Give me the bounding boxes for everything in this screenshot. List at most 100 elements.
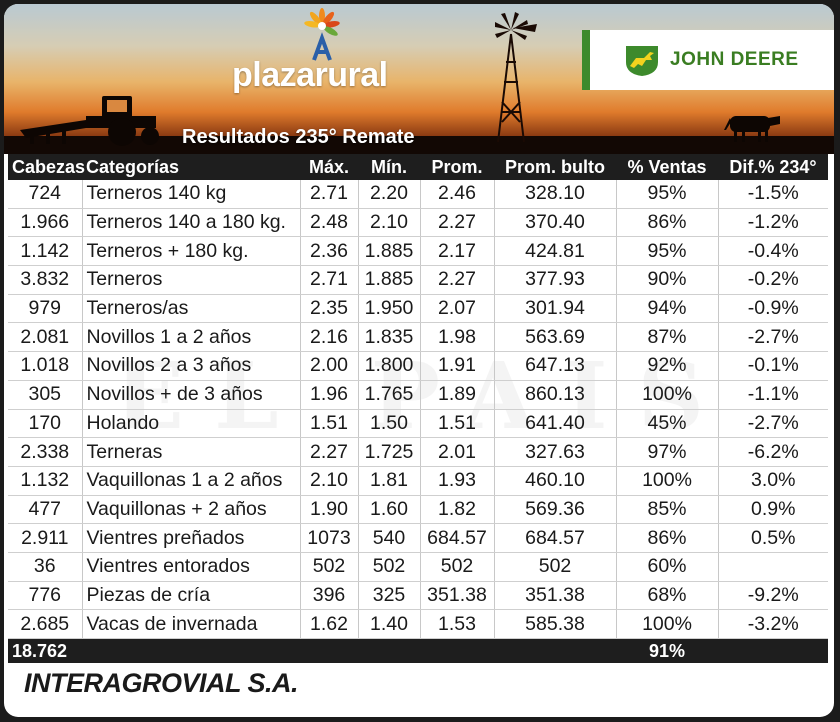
cell-categoria: Terneros + 180 kg. bbox=[82, 236, 301, 267]
cell-categoria: Holando bbox=[82, 409, 301, 439]
cell-prom: 2.27 bbox=[420, 208, 495, 238]
cell-prom: 2.07 bbox=[420, 294, 495, 324]
cell-prom-bulto: 370.40 bbox=[494, 208, 617, 238]
cell-categoria: Terneros 140 a 180 kg. bbox=[82, 208, 301, 238]
cell-cabezas: 305 bbox=[8, 380, 83, 410]
cell-prom: 1.93 bbox=[420, 466, 495, 496]
cell-dif: 0.5% bbox=[718, 523, 828, 553]
total-row: 18.762 91% bbox=[8, 638, 828, 663]
cell-dif: -3.2% bbox=[718, 609, 828, 639]
cell-dif: -9.2% bbox=[718, 581, 828, 611]
cell-cabezas: 1.142 bbox=[8, 236, 83, 267]
brand-logo-text: plazarural bbox=[232, 56, 388, 94]
cell-ventas: 100% bbox=[616, 466, 719, 496]
cell-prom: 2.27 bbox=[420, 265, 495, 295]
total-empty-cell bbox=[420, 638, 494, 663]
cell-prom-bulto: 647.13 bbox=[494, 351, 617, 381]
header-banner: plazarural bbox=[4, 4, 834, 154]
cell-ventas: 60% bbox=[616, 552, 719, 582]
cell-max: 2.16 bbox=[300, 322, 359, 353]
cell-max: 396 bbox=[300, 581, 359, 611]
total-empty-cell bbox=[300, 638, 358, 663]
cell-ventas: 100% bbox=[616, 609, 719, 639]
cell-ventas: 95% bbox=[616, 180, 719, 209]
total-empty-cell bbox=[494, 638, 616, 663]
cell-ventas: 85% bbox=[616, 495, 719, 525]
total-cabezas: 18.762 bbox=[8, 638, 82, 663]
table-row: 979 Terneros/as 2.35 1.950 2.07 301.94 94% -0.9… bbox=[8, 294, 828, 324]
cell-cabezas: 2.911 bbox=[8, 523, 83, 553]
cell-dif: 0.9% bbox=[718, 495, 828, 525]
cell-cabezas: 776 bbox=[8, 581, 83, 611]
cell-ventas: 95% bbox=[616, 236, 719, 267]
cell-min: 1.885 bbox=[358, 265, 421, 295]
ground-silhouette bbox=[4, 136, 834, 154]
total-ventas: 91% bbox=[616, 638, 718, 663]
cell-max: 1.90 bbox=[300, 495, 359, 525]
cell-cabezas: 1.132 bbox=[8, 466, 83, 496]
cell-cabezas: 36 bbox=[8, 552, 83, 582]
cell-prom: 2.46 bbox=[420, 180, 495, 209]
cell-cabezas: 170 bbox=[8, 409, 83, 439]
cell-max: 1.51 bbox=[300, 409, 359, 439]
cell-dif: -0.1% bbox=[718, 351, 828, 381]
cell-prom-bulto: 684.57 bbox=[494, 523, 617, 553]
cell-prom: 1.98 bbox=[420, 322, 495, 353]
table-row: 1.966 Terneros 140 a 180 kg. 2.48 2.10 2.27 3… bbox=[8, 208, 828, 238]
table-row: 1.132 Vaquillonas 1 a 2 años 2.10 1.81 1.93 4… bbox=[8, 466, 828, 496]
col-header-dif: Dif.% 234° bbox=[718, 154, 828, 180]
cell-prom: 1.51 bbox=[420, 409, 495, 439]
cell-categoria: Terneros bbox=[82, 265, 301, 295]
table-row: 36 Vientres entorados 502 502 502 502 60% bbox=[8, 552, 828, 582]
cell-max: 2.36 bbox=[300, 236, 359, 267]
col-header-max: Máx. bbox=[300, 154, 358, 180]
tractor-icon bbox=[20, 96, 159, 146]
cell-dif: -6.2% bbox=[718, 437, 828, 467]
cell-ventas: 90% bbox=[616, 265, 719, 295]
table-row: 1.142 Terneros + 180 kg. 2.36 1.885 2.17 424.… bbox=[8, 236, 828, 267]
cell-prom-bulto: 860.13 bbox=[494, 380, 617, 410]
cell-max: 2.71 bbox=[300, 180, 359, 209]
cell-max: 2.00 bbox=[300, 351, 359, 381]
cell-max: 2.71 bbox=[300, 265, 359, 295]
cell-prom: 1.91 bbox=[420, 351, 495, 381]
cell-categoria: Novillos 1 a 2 años bbox=[82, 322, 301, 353]
john-deere-deer-icon bbox=[626, 46, 658, 76]
cell-categoria: Terneros 140 kg bbox=[82, 180, 301, 209]
total-empty-cell bbox=[718, 638, 828, 663]
cow-icon bbox=[724, 116, 780, 142]
cell-prom-bulto: 327.63 bbox=[494, 437, 617, 467]
plazarural-flower-icon bbox=[304, 8, 340, 61]
cell-min: 1.725 bbox=[358, 437, 421, 467]
cell-prom-bulto: 502 bbox=[494, 552, 617, 582]
cell-prom: 1.53 bbox=[420, 609, 495, 639]
cell-dif: -1.5% bbox=[718, 180, 828, 209]
cell-ventas: 45% bbox=[616, 409, 719, 439]
cell-ventas: 100% bbox=[616, 380, 719, 410]
col-header-prom-bulto: Prom. bulto bbox=[494, 154, 616, 180]
table-row: 1.018 Novillos 2 a 3 años 2.00 1.800 1.91 647… bbox=[8, 351, 828, 381]
cell-prom: 502 bbox=[420, 552, 495, 582]
table-row: 477 Vaquillonas + 2 años 1.90 1.60 1.82 569.3… bbox=[8, 495, 828, 525]
cell-prom: 2.01 bbox=[420, 437, 495, 467]
cell-cabezas: 2.081 bbox=[8, 322, 83, 353]
cell-ventas: 86% bbox=[616, 523, 719, 553]
cell-min: 1.40 bbox=[358, 609, 421, 639]
cell-prom-bulto: 424.81 bbox=[494, 236, 617, 267]
cell-prom-bulto: 351.38 bbox=[494, 581, 617, 611]
cell-ventas: 86% bbox=[616, 208, 719, 238]
cell-prom-bulto: 328.10 bbox=[494, 180, 617, 209]
cell-cabezas: 3.832 bbox=[8, 265, 83, 295]
report-subtitle: Resultados 235° Remate bbox=[182, 126, 415, 148]
windmill-icon bbox=[495, 12, 537, 143]
cell-min: 1.765 bbox=[358, 380, 421, 410]
cell-prom-bulto: 301.94 bbox=[494, 294, 617, 324]
cell-prom-bulto: 563.69 bbox=[494, 322, 617, 353]
cell-categoria: Vacas de invernada bbox=[82, 609, 301, 639]
cell-dif: -1.2% bbox=[718, 208, 828, 238]
cell-max: 2.35 bbox=[300, 294, 359, 324]
sponsor-name: JOHN DEERE bbox=[670, 49, 799, 70]
cell-cabezas: 979 bbox=[8, 294, 83, 324]
cell-categoria: Piezas de cría bbox=[82, 581, 301, 611]
cell-cabezas: 2.685 bbox=[8, 609, 83, 639]
